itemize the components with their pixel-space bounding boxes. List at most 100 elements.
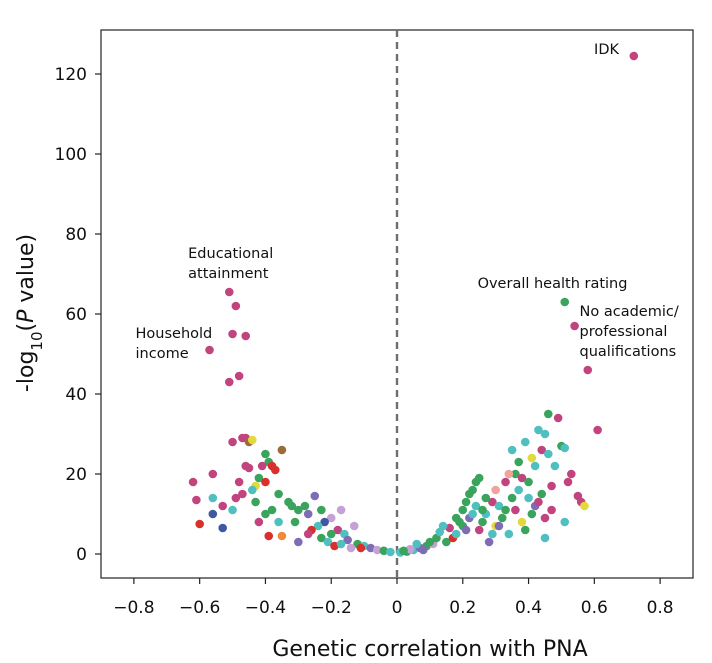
data-point xyxy=(461,525,471,535)
data-point xyxy=(195,519,204,529)
x-axis-title: Genetic correlation with PNA xyxy=(272,637,587,662)
data-point xyxy=(474,473,484,483)
data-point xyxy=(543,409,553,419)
data-point xyxy=(379,546,389,556)
data-point xyxy=(488,497,497,507)
data-point xyxy=(442,537,451,547)
data-point xyxy=(471,501,481,511)
data-point xyxy=(478,505,487,515)
data-point xyxy=(445,523,454,533)
y-axis-title-subscript: 10 xyxy=(28,331,46,350)
data-point xyxy=(504,469,514,479)
data-point xyxy=(412,539,422,549)
annotation-label: Educational attainment xyxy=(188,246,273,282)
annotation-line: No academic/ xyxy=(580,304,679,320)
data-point xyxy=(550,461,560,471)
data-point xyxy=(405,544,415,554)
x-tick-label: −0.6 xyxy=(179,598,220,618)
data-point xyxy=(231,493,241,503)
data-point xyxy=(274,489,283,499)
data-point xyxy=(524,493,533,503)
data-point xyxy=(478,517,487,527)
data-point xyxy=(537,445,547,455)
x-tick-label: 0.6 xyxy=(581,598,608,618)
data-point xyxy=(277,445,287,455)
data-point xyxy=(257,461,267,471)
data-point xyxy=(543,449,553,459)
annotations: IDK Overall health rating No academic/prof… xyxy=(136,42,679,362)
y-axis-title-rest: value) xyxy=(14,234,39,310)
data-point xyxy=(261,509,270,519)
data-point xyxy=(534,425,543,435)
data-point xyxy=(320,517,329,527)
data-point xyxy=(303,509,313,519)
data-point xyxy=(547,505,556,515)
annotation-label: No academic/professional qualifications xyxy=(580,304,679,360)
data-point xyxy=(218,501,227,511)
data-point xyxy=(244,463,254,473)
data-point xyxy=(497,513,507,523)
data-point xyxy=(323,537,333,547)
data-point xyxy=(511,505,520,515)
data-point xyxy=(517,517,527,527)
data-point xyxy=(514,485,523,495)
data-point xyxy=(540,513,550,523)
data-point xyxy=(294,505,303,515)
data-point xyxy=(192,495,201,505)
data-point xyxy=(481,493,491,503)
data-point xyxy=(461,497,471,507)
data-point xyxy=(261,477,270,487)
annotation-line: IDK xyxy=(594,42,619,58)
data-point xyxy=(507,493,517,503)
data-point xyxy=(547,481,556,491)
x-tick-label: −0.4 xyxy=(245,598,286,618)
data-point xyxy=(491,485,500,495)
data-point xyxy=(540,429,550,439)
data-point xyxy=(274,517,283,527)
data-point xyxy=(290,517,300,527)
data-point xyxy=(419,545,428,555)
x-tick-label: 0.2 xyxy=(449,598,476,618)
data-point xyxy=(494,501,504,511)
data-point xyxy=(563,477,573,487)
data-point xyxy=(264,531,274,541)
data-point xyxy=(205,345,214,355)
data-point xyxy=(261,449,270,459)
annotation-line: Household xyxy=(136,326,213,342)
annotation-label: Overall health rating xyxy=(478,276,628,292)
data-point xyxy=(520,437,530,447)
data-point xyxy=(527,509,537,519)
y-axis: 0 20 40 60 80 100 120 xyxy=(55,65,101,565)
data-point xyxy=(317,533,326,543)
data-point xyxy=(534,497,543,507)
data-point xyxy=(330,541,339,551)
data-point xyxy=(313,521,323,531)
data-point xyxy=(208,469,218,479)
data-point xyxy=(560,297,570,307)
y-axis-title-open: ( xyxy=(14,323,39,332)
annotation-line: Overall health rating xyxy=(478,276,628,292)
data-point xyxy=(514,457,523,467)
y-axis-title: -log10(P value) xyxy=(14,234,46,392)
data-point xyxy=(530,461,540,471)
y-axis-title-italic: P xyxy=(14,309,39,323)
data-point xyxy=(208,509,218,519)
x-tick-label: 0.8 xyxy=(647,598,674,618)
data-point xyxy=(267,505,277,515)
y-tick-label: 60 xyxy=(65,305,87,325)
data-point xyxy=(231,301,241,311)
data-point xyxy=(287,501,297,511)
y-tick-label: 20 xyxy=(65,465,87,485)
data-point xyxy=(372,545,382,555)
x-tick-label: −0.8 xyxy=(113,598,154,618)
data-point xyxy=(336,539,346,549)
data-point xyxy=(560,443,570,453)
x-axis: −0.8 −0.6 −0.4 −0.2 0 0.2 0.4 0.6 0.8 xyxy=(113,578,674,618)
data-point xyxy=(494,521,504,531)
data-point xyxy=(254,517,264,527)
y-tick-label: 120 xyxy=(55,65,87,85)
data-point xyxy=(567,469,576,479)
data-point xyxy=(458,505,468,515)
annotation-label: IDK xyxy=(594,42,619,58)
